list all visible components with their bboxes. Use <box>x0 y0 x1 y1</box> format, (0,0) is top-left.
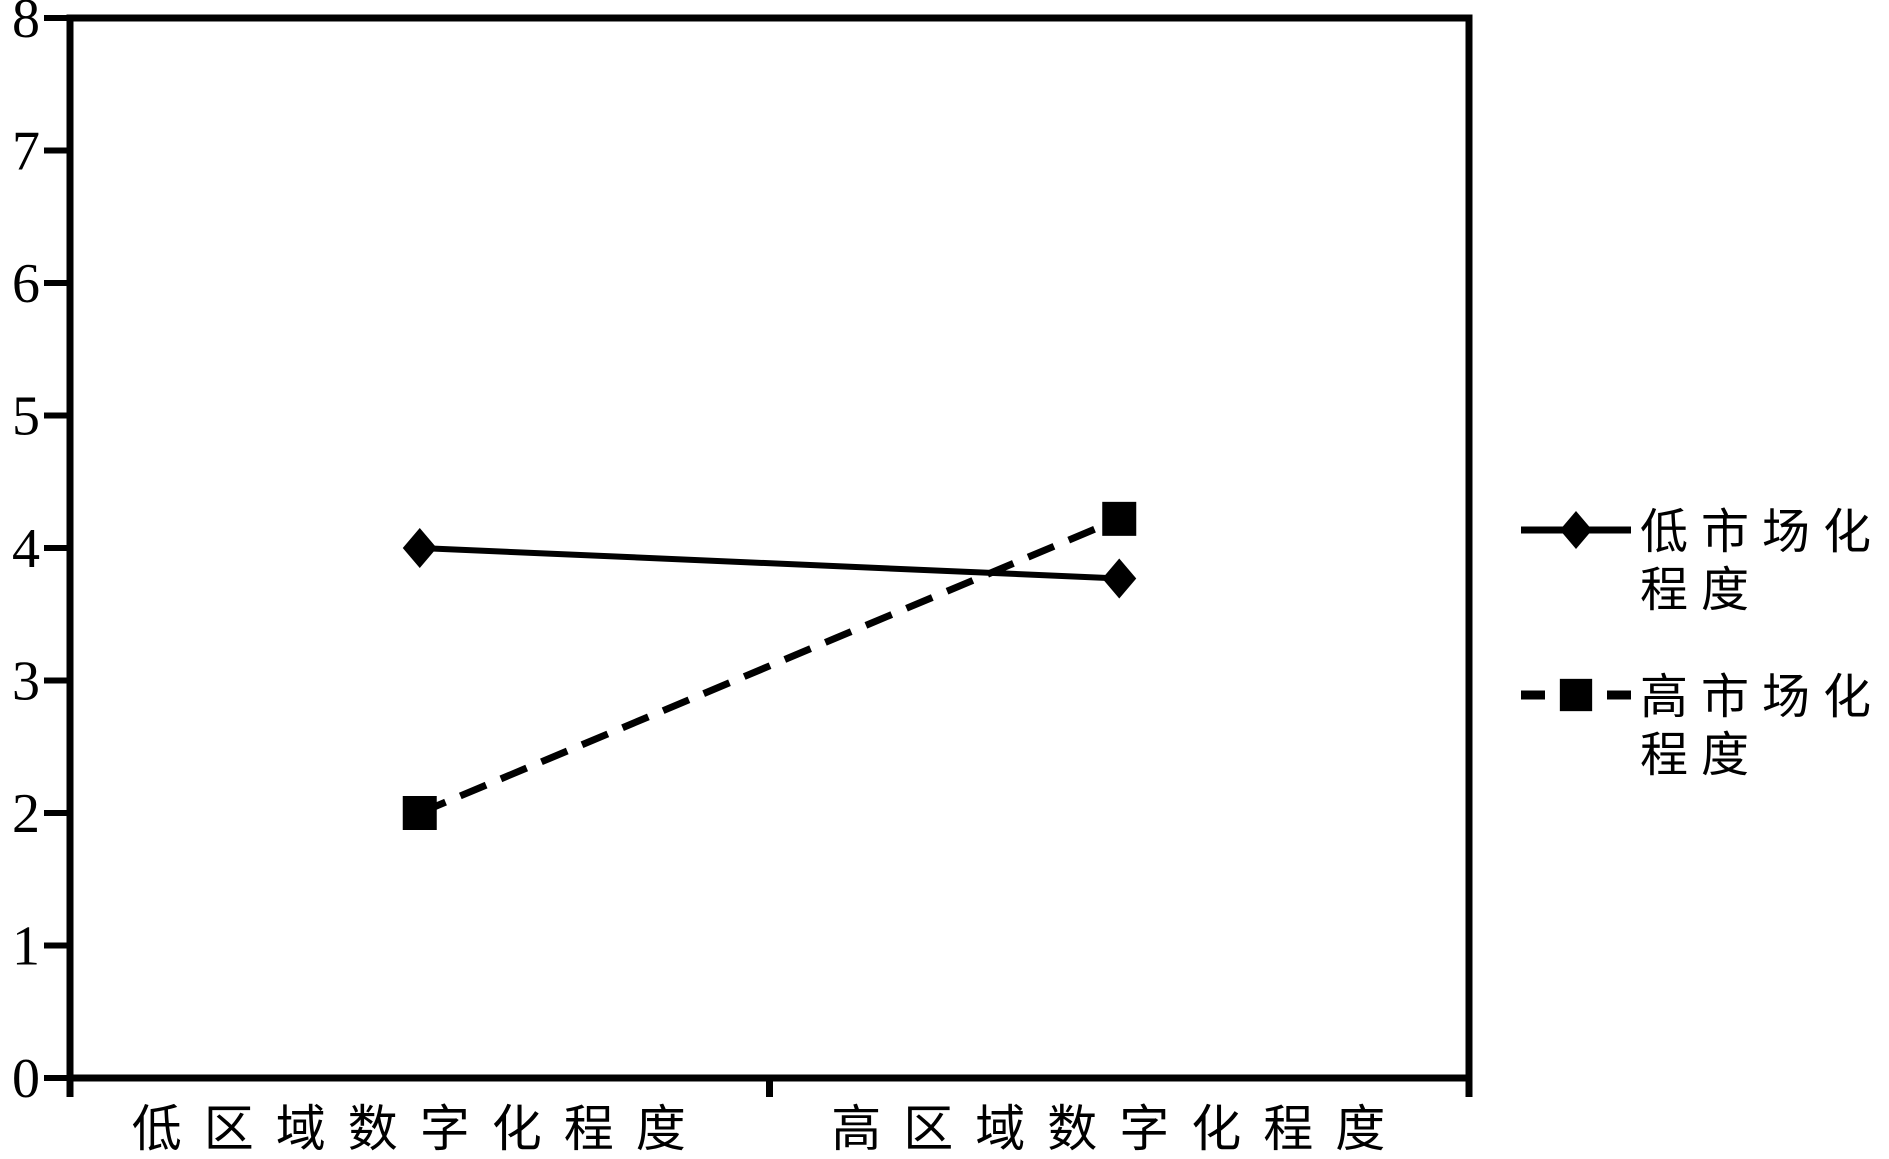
y-axis-tick-label: 7 <box>12 121 40 183</box>
square-marker <box>1559 678 1593 712</box>
x-axis-category-label: 高区域数字化程度 <box>831 1101 1407 1157</box>
x-axis-category-label: 低区域数字化程度 <box>132 1101 708 1157</box>
y-axis-tick-label: 6 <box>12 253 40 315</box>
y-axis-tick-label: 4 <box>12 518 40 580</box>
square-marker <box>1102 501 1137 536</box>
legend-label: 高市场化 <box>1640 671 1884 724</box>
legend-label: 低市场化 <box>1640 506 1884 559</box>
legend-label: 程度 <box>1640 729 1762 782</box>
y-axis-tick-label: 1 <box>12 916 40 978</box>
y-axis-tick-label: 2 <box>12 783 40 845</box>
diamond-marker <box>1102 558 1137 599</box>
y-axis-tick-label: 3 <box>12 651 40 713</box>
series-diamond <box>402 528 1137 599</box>
diamond-marker <box>402 528 437 568</box>
legend-label: 程度 <box>1640 564 1762 617</box>
y-axis-tick-label: 5 <box>12 386 40 448</box>
square-marker <box>402 796 437 830</box>
series-square <box>402 501 1137 830</box>
series-line-solid <box>419 545 1120 582</box>
y-axis-tick-label: 8 <box>12 0 40 50</box>
y-axis-tick-label: 0 <box>12 1048 40 1110</box>
diamond-marker <box>1559 511 1593 549</box>
plot-border <box>66 14 1473 1082</box>
series-line-dashed <box>418 515 1121 817</box>
y-axis: 8 7 6 5 4 3 2 1 0 <box>12 0 70 1110</box>
x-axis: 低区域数字化程度 高区域数字化程度 <box>66 1078 1473 1157</box>
